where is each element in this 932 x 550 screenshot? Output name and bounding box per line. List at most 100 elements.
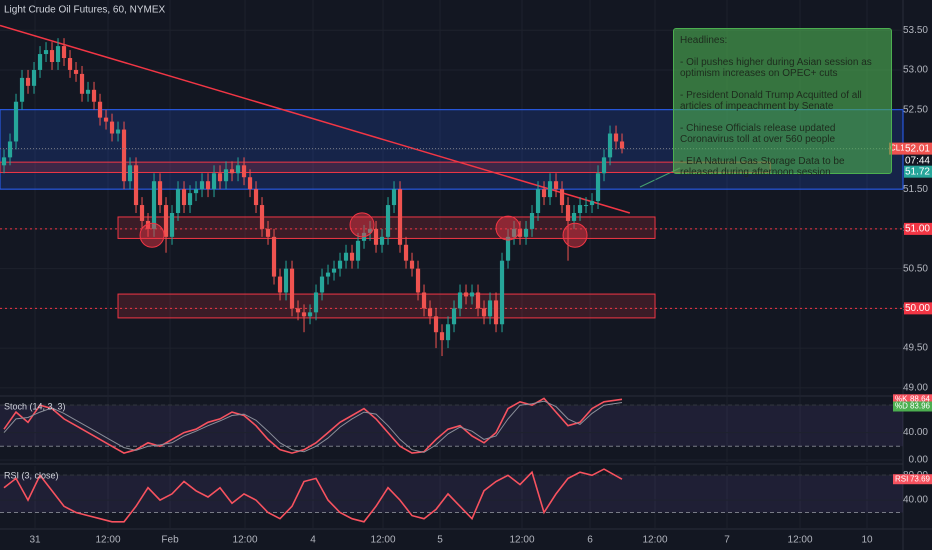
trendline [0,24,631,214]
candle-body [391,189,397,206]
candle-body [55,46,61,62]
x-tick-label: 10 [861,535,873,546]
chart-title: Light Crude Oil Futures, 60, NYMEX [4,5,166,16]
candle-body [565,205,571,221]
candle-body [607,133,613,158]
value-tag-name: %D [895,402,908,411]
candle-body [529,212,535,229]
candle-body [217,173,223,182]
highlight-circle [495,215,521,241]
candle-body [451,308,457,325]
candle-body [319,276,325,293]
candle-body [601,157,607,174]
level-tag: 50.00 [905,303,930,314]
candle-body [313,292,319,313]
highlight-circle [562,222,588,248]
candle-body [103,117,109,122]
x-tick-label: 7 [724,535,730,546]
candle-body [145,220,151,229]
candle-body [235,165,241,174]
candle-body [469,292,475,297]
candle-body [547,181,553,198]
candle-body [535,189,541,213]
x-tick-label: Feb [161,535,179,546]
series-line [3,397,623,454]
candle-body [205,181,211,190]
level-tag-bg [904,302,932,315]
y-tick-label: 49.50 [903,343,928,354]
candle-body [559,189,565,206]
candle-body [331,268,337,273]
candle-body [265,228,271,237]
headlines-note: Headlines: - Oil pushes higher during As… [673,28,892,178]
x-tick-label: 12:00 [95,535,120,546]
price-tag: 52.01 [905,143,930,154]
y-tick-label: 51.50 [903,184,928,195]
candle-body [19,77,25,102]
candle-body [187,193,193,206]
candle-body [127,165,133,182]
value-tag-bg [893,394,932,405]
candle-body [337,260,343,269]
candle-body [397,189,403,245]
candle-body [271,236,277,277]
candle-body [109,121,115,134]
candle-body [241,165,247,178]
candle-body [181,189,187,206]
candle-body [229,169,235,174]
level-tag: 51.00 [905,224,930,235]
candle-body [67,58,73,70]
candle-body [61,46,67,59]
candle-body [343,252,349,261]
value-tag: 83.96 [910,402,931,411]
series-line [3,468,623,523]
candle-body [37,54,43,70]
candle-body [541,189,547,198]
candle-body [31,69,37,86]
value-tag: 88.64 [910,394,931,403]
pane-title: RSI (3, close) [4,470,59,480]
candle-body [1,157,7,166]
note-title: Headlines: [680,35,728,46]
candle-body [247,177,253,190]
candle-body [349,252,355,261]
x-tick-label: 6 [587,535,593,546]
candle-body [517,228,523,237]
candle-body [259,205,265,229]
pane-title: Stoch (14, 3, 3) [4,401,66,411]
candle-body [511,228,517,237]
candle-body [163,205,169,237]
candle-body [211,173,217,190]
x-tick-label: 12:00 [509,535,534,546]
x-tick-label: 12:00 [643,535,668,546]
candle-body [427,308,433,317]
candle-body [139,205,145,221]
x-tick-label: 31 [29,535,41,546]
value-tag-name: %K [895,394,908,403]
candle-body [589,201,595,206]
candle-body [283,268,289,293]
candle-body [457,292,463,309]
candle-body [49,50,55,62]
candle-body [277,276,283,293]
y-tick-label: 53.50 [903,25,928,36]
note-item: - President Donald Trump Acquitted of al… [680,90,862,112]
candle-body [121,129,127,182]
value-tag-bg [893,401,932,412]
note-item: - Oil pushes higher during Asian session… [680,57,872,79]
y-tick-label: 40.00 [903,495,928,506]
highlight-circle [349,212,375,238]
countdown: 07:44 [905,155,930,166]
candle-body [577,205,583,213]
note-item: - Chinese Officials release updated Coro… [680,123,836,145]
candle-body [169,212,175,237]
candle-body [463,292,469,297]
candle-body [385,205,391,237]
candle-body [367,228,373,233]
candle-body [505,236,511,261]
y-tick-label: 40.00 [903,427,928,438]
x-tick-label: 12:00 [788,535,813,546]
candle-body [379,236,385,245]
candle-body [475,292,481,309]
series-line [3,400,623,453]
